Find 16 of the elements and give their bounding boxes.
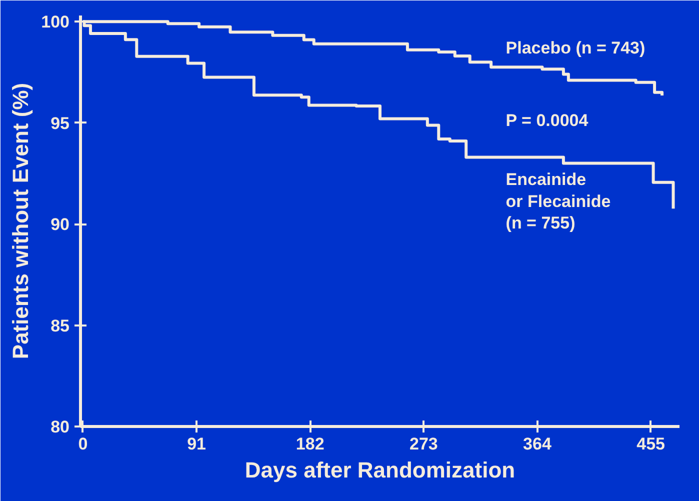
series-label: Placebo (n = 743)	[506, 38, 646, 58]
y-tick-label: 95	[50, 114, 70, 133]
x-tick-label: 364	[523, 434, 552, 454]
y-axis-title: Patients without Event (%)	[8, 82, 34, 360]
x-tick-label: 273	[409, 434, 438, 454]
x-tick-label: 455	[636, 434, 665, 454]
x-axis-title: Days after Randomization	[244, 458, 516, 482]
series-label: Encainide or Flecainide (n = 755)	[506, 170, 611, 233]
x-tick-label: 182	[296, 434, 324, 454]
y-tick-label: 90	[50, 215, 70, 234]
y-tick-label: 100	[41, 12, 70, 32]
x-tick-label: 0	[78, 434, 88, 454]
x-tick-label: 91	[187, 434, 206, 454]
y-tick-label: 80	[50, 418, 70, 436]
annotation: P = 0.0004	[506, 110, 589, 130]
y-tick-label: 85	[50, 316, 70, 336]
